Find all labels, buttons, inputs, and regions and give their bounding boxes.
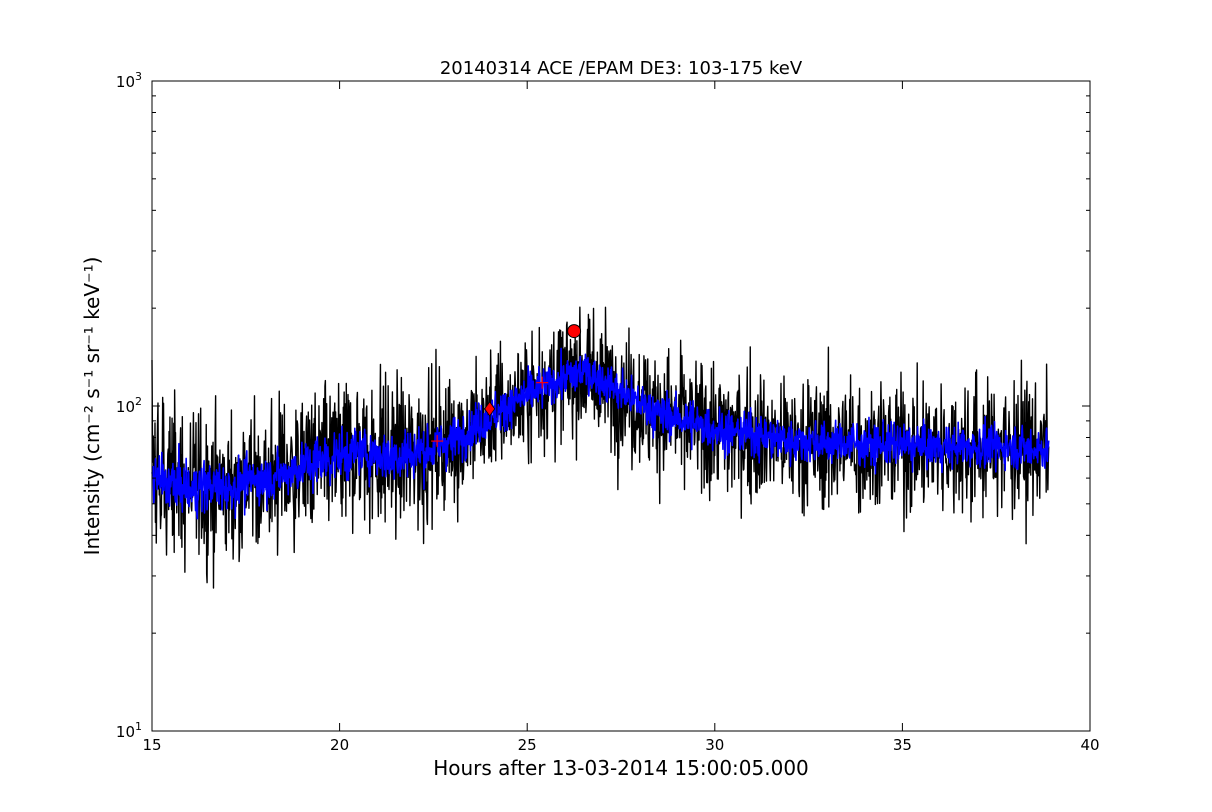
y-axis-label: Intensity (cm⁻² s⁻¹ sr⁻¹ keV⁻¹)	[80, 257, 104, 556]
y-tick-label: 103	[116, 70, 142, 91]
x-tick-label: 15	[142, 736, 161, 754]
marker-group	[431, 324, 582, 448]
y-tick-label: 102	[116, 395, 142, 416]
x-tick-label: 30	[705, 736, 724, 754]
y-tick-label: 101	[116, 720, 142, 741]
chart-title: 20140314 ACE /EPAM DE3: 103-175 keV	[440, 58, 803, 79]
x-tick-label: 25	[518, 736, 537, 754]
x-axis-label: Hours after 13-03-2014 15:00:05.000	[433, 756, 809, 780]
x-tick-label: 40	[1080, 736, 1099, 754]
plus-marker	[536, 376, 549, 389]
x-tick-label: 20	[330, 736, 349, 754]
onset-diamond-marker	[484, 401, 496, 417]
plot-series-group	[151, 306, 1050, 589]
peak-circle-marker	[567, 324, 582, 339]
plus-marker	[431, 435, 444, 448]
tick-group: 15 20 25 30 35 40 101 102 103	[116, 70, 1100, 754]
x-tick-label: 35	[893, 736, 912, 754]
smoothed-intensity-line	[151, 347, 1050, 520]
